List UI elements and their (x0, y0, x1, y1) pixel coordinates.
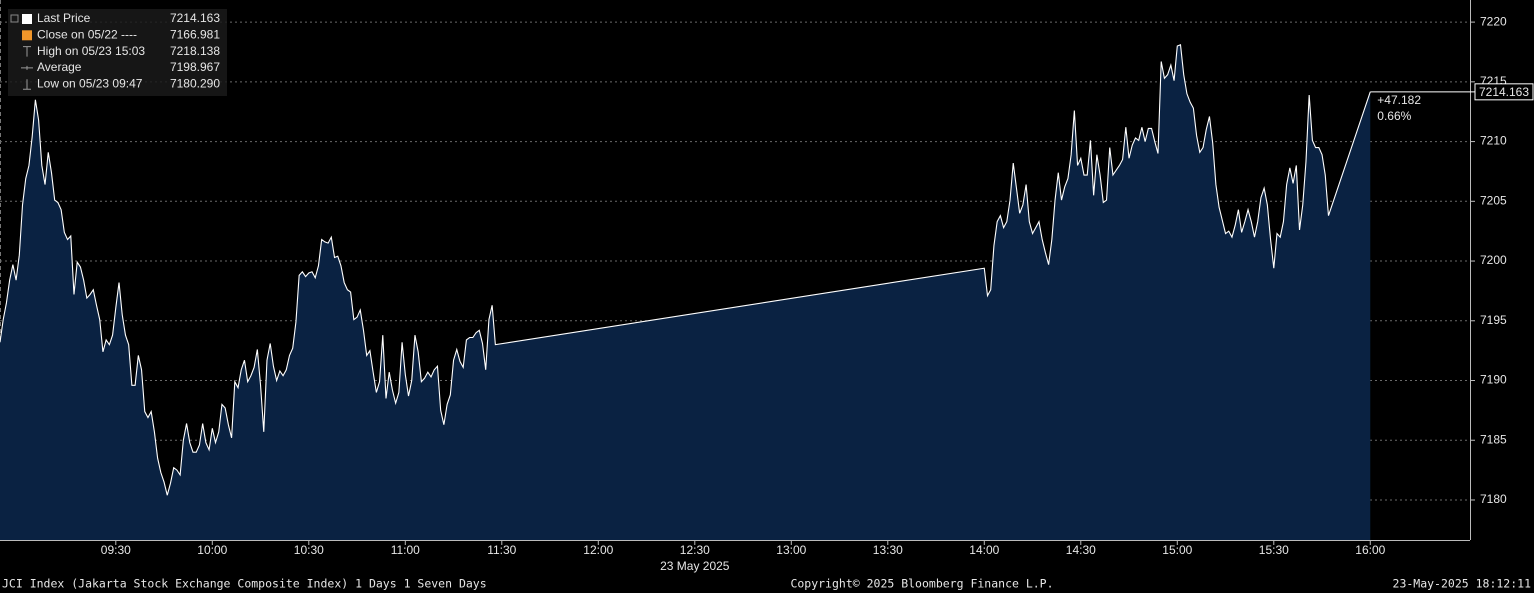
legend-collapse (10, 14, 19, 23)
x-tick-label: 10:30 (294, 543, 324, 557)
legend-value: 7218.138 (170, 44, 220, 58)
change-label: +47.182 (1377, 93, 1421, 107)
y-tick-label: 7210 (1480, 134, 1507, 148)
footer-right: 23-May-2025 18:12:11 (1393, 577, 1532, 591)
y-tick-label: 7205 (1480, 193, 1507, 207)
y-tick-label: 7200 (1480, 253, 1507, 267)
last-price-label: 7214.163 (1479, 85, 1529, 99)
y-tick-label: 7190 (1480, 373, 1507, 387)
x-tick-label: 10:00 (197, 543, 227, 557)
legend-label: Close on 05/22 ---- (37, 27, 137, 41)
x-tick-label: 11:00 (391, 543, 420, 557)
legend-label: Average (37, 60, 82, 74)
x-tick-label: 15:00 (1162, 543, 1192, 557)
x-tick-label: 12:30 (680, 543, 710, 557)
legend-label: High on 05/23 15:03 (37, 44, 145, 58)
y-tick-label: 7180 (1480, 492, 1507, 506)
y-tick-label: 7220 (1480, 14, 1507, 28)
y-tick-label: 7195 (1480, 313, 1507, 327)
legend-label: Last Price (37, 11, 91, 25)
legend-swatch (22, 30, 32, 41)
x-tick-label: 14:00 (969, 543, 999, 557)
area-fill (0, 44, 1371, 541)
x-tick-label: 16:00 (1355, 543, 1385, 557)
y-tick-label: 7185 (1480, 432, 1507, 446)
legend-icon (23, 46, 31, 57)
x-tick-label: 13:30 (873, 543, 903, 557)
legend-value: 7166.981 (170, 27, 220, 41)
x-tick-label: 11:30 (487, 543, 516, 557)
last-price-tag (1474, 83, 1534, 101)
price-line (0, 44, 1371, 496)
x-tick-label: 12:00 (583, 543, 613, 557)
x-axis-label: 23 May 2025 (660, 559, 730, 573)
change-pct-label: 0.66% (1377, 109, 1411, 123)
footer-center: Copyright© 2025 Bloomberg Finance L.P. (790, 577, 1053, 591)
legend-value: 7198.967 (170, 60, 220, 74)
legend-value: 7180.290 (170, 76, 220, 90)
legend-label: Low on 05/23 09:47 (37, 76, 143, 90)
legend-icon (21, 65, 33, 70)
legend-value: 7214.163 (170, 11, 220, 25)
x-tick-label: 13:00 (776, 543, 806, 557)
footer-left: JCI Index (Jakarta Stock Exchange Compos… (2, 577, 487, 591)
legend: Last Price 7214.163 Close on 05/22 ---- 716… (8, 9, 227, 96)
legend-icon (23, 79, 31, 90)
x-tick-label: 09:30 (101, 543, 131, 557)
x-tick-label: 14:30 (1066, 543, 1096, 557)
legend-swatch (22, 14, 32, 24)
x-tick-label: 15:30 (1259, 543, 1289, 557)
legend-box (8, 9, 227, 96)
